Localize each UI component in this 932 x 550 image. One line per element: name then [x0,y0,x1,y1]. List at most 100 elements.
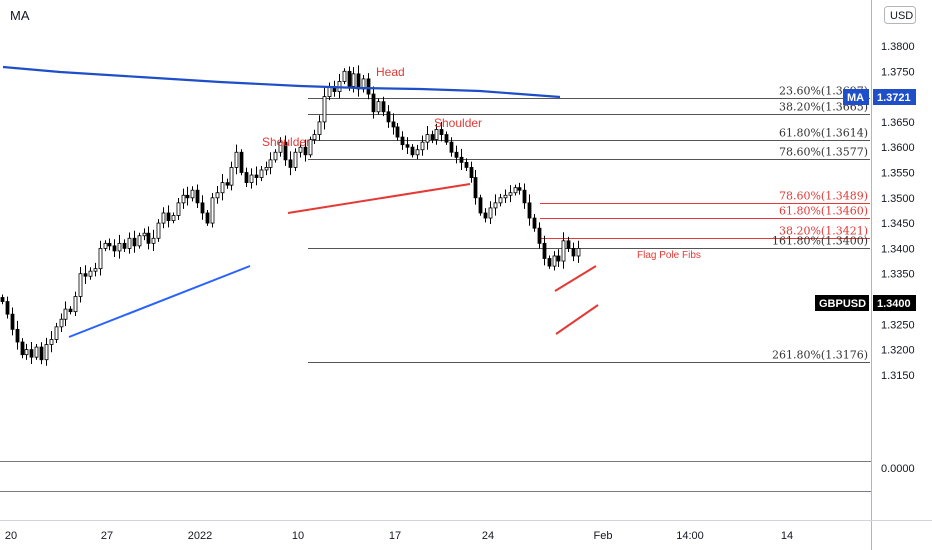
shoulder-right-label: Shoulder [434,116,482,130]
x-tick-label: 20 [5,530,17,542]
flag-pole-fibs-label: Flag Pole Fibs [637,250,701,261]
candle-body [493,202,498,209]
ma-tag-name-bg [843,89,869,105]
ma-tag-value-bg [873,89,916,105]
candle-body [259,169,264,178]
candle-body [117,242,122,252]
candle-body [273,151,278,161]
candle-body [298,146,303,153]
candle-body [561,240,566,262]
candle-body [283,141,288,161]
candle-body [268,159,273,168]
price-tag: GBPUSD 1.3400 [815,295,916,311]
candle-body [156,222,161,239]
fib-label: 61.80%(1.3614) [779,127,868,140]
x-tick-label: 27 [101,530,113,542]
candle-body [24,349,29,356]
candle-body [547,258,552,267]
candle-body [439,129,444,135]
candle-body [347,70,352,87]
candle-body [503,194,508,199]
trend-lines [68,183,599,338]
candle-body [54,326,59,340]
candle-body [571,247,576,257]
candle-body [391,121,396,128]
candle-body [522,189,527,204]
currency-label: USD [890,10,913,22]
candle-body [351,73,356,87]
candle-body [556,255,561,262]
candle-body [537,227,542,244]
candle-body [356,73,361,90]
candle-body [239,151,244,173]
candle-body [195,189,200,204]
candle-body [225,182,230,186]
candle-body [420,141,425,151]
indicator-label: MA [10,8,30,23]
candle-body [229,167,234,186]
x-tick-label: 14:00 [676,530,704,542]
candle-body [63,308,68,320]
candles [0,65,581,366]
candle-body [532,217,537,229]
candle-body [220,182,225,194]
candle-body [166,212,171,221]
y-tick-label: 1.3600 [881,142,915,154]
time-axis[interactable]: 20 27 2022 10 17 24 Feb 14:00 14 [5,530,793,542]
candle-body [317,121,322,135]
candle-body [371,93,376,113]
candle-body [10,313,15,330]
candle-body [127,237,132,249]
candle-body [376,101,381,113]
candle-body [210,197,215,224]
candle-body [449,141,454,153]
candle-body [527,202,532,219]
candle-body [181,194,186,204]
candle-body [29,349,34,358]
candle-body [107,242,112,247]
candle-body [517,187,522,191]
candle-body [44,344,49,361]
candle-body [488,207,493,219]
candle-body [430,134,435,141]
shoulder-left-label: Shoulder [262,135,310,149]
candle-body [454,151,459,158]
candle-body [112,245,117,252]
candle-body [366,78,371,95]
candle-body [176,202,181,216]
ma-tag: MA 1.3721 [843,89,916,105]
candle-body [459,156,464,163]
candle-body [381,101,386,113]
x-tick-label: Feb [594,530,613,542]
candle-body [137,235,142,247]
candle-body [415,149,420,156]
candle-body [244,172,249,184]
candle-body [483,212,488,219]
candle-body [386,111,391,123]
ma-tag-name: MA [847,92,864,104]
candle-body [142,232,147,237]
candle-body [464,161,469,168]
fib-label: 261.80%(1.3176) [772,349,868,362]
fib-label: 161.80%(1.3400) [772,235,868,248]
ma-tag-value: 1.3721 [877,92,911,104]
candle-body [405,144,410,148]
candle-body [0,297,5,302]
candle-body [278,141,283,153]
candle-body [171,215,176,221]
fib-label: 78.60%(1.3489) [779,190,868,203]
candle-body [73,296,78,313]
price-tag-value-bg [873,295,916,311]
candle-body [49,339,54,345]
y-tick-label: 1.3450 [881,218,915,230]
candle-body [93,268,98,272]
candle-body [469,167,474,178]
candle-body [566,240,571,249]
price-tag-symbol-bg [815,295,869,311]
trend-line [287,183,471,214]
candle-body [342,70,347,82]
currency-box[interactable] [884,6,916,24]
candle-body [508,192,513,196]
